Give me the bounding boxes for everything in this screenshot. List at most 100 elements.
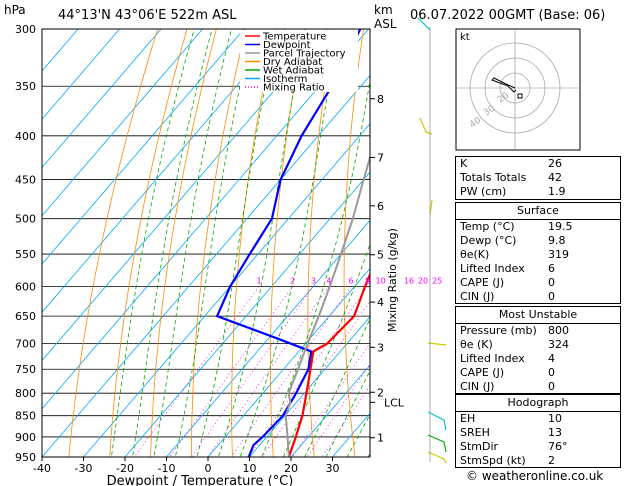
- row-value: 4: [548, 352, 555, 365]
- pressure-tick-label: 450: [15, 174, 36, 187]
- pressure-tick-label: 750: [15, 363, 36, 376]
- mixing-ratio-axis-label: Mixing Ratio (g/kg): [386, 228, 399, 332]
- wet-adiabat: [174, 29, 254, 457]
- pressure-tick-label: 600: [15, 280, 36, 293]
- surface-row: CAPE (J) 0: [456, 276, 620, 290]
- km-tick-label: 4: [377, 296, 384, 309]
- wet-adiabat: [132, 29, 213, 457]
- surface-title: Surface: [456, 203, 620, 220]
- dry-adiabat: [343, 29, 364, 457]
- wind-barb: [417, 17, 431, 31]
- hodo-row: EH 10: [456, 412, 620, 426]
- row-value: 0: [548, 366, 555, 379]
- index-label: Totals Totals: [460, 171, 527, 184]
- pressure-tick-label: 400: [15, 130, 36, 143]
- datetime-title: 06.07.2022 00GMT (Base: 06): [410, 8, 606, 23]
- wind-barb: [427, 451, 447, 464]
- hodo-row: StmSpd (kt) 2: [456, 454, 620, 468]
- dry-adiabat: [307, 29, 335, 457]
- row-label: SREH: [460, 426, 490, 439]
- mixing-ratio-value-label: 4: [326, 276, 331, 285]
- copyright: © weatheronline.co.uk: [466, 469, 604, 483]
- dry-adiabat: [413, 29, 437, 457]
- surface-row: Dewp (°C) 9.8: [456, 234, 620, 248]
- isotherm: [207, 268, 370, 457]
- row-label: StmDir: [460, 440, 499, 453]
- row-value: 0: [548, 290, 555, 303]
- surface-row: Temp (°C) 19.5: [456, 220, 620, 234]
- km-tick-label: LCL: [384, 396, 405, 409]
- row-label: Dewp (°C): [460, 234, 517, 247]
- wet-adiabat: [110, 29, 195, 457]
- mu-row: Pressure (mb) 800: [456, 324, 620, 338]
- row-value: 324: [548, 338, 569, 351]
- row-value: 9.8: [548, 234, 566, 247]
- x-tick-label: -40: [33, 462, 51, 475]
- mixing-ratio-value-label: 8: [365, 276, 370, 285]
- surface-row: θe(K) 319: [456, 248, 620, 262]
- km-tick-label: 8: [377, 93, 384, 106]
- isotherm: [290, 364, 370, 457]
- mu-row: CIN (J) 0: [456, 380, 620, 394]
- surface-row: CIN (J) 0: [456, 290, 620, 304]
- x-tick-label: 20: [284, 462, 298, 475]
- mixing-ratio-value-label: 10: [375, 276, 385, 285]
- pressure-tick-label: 650: [15, 310, 36, 323]
- km-tick-label: 2: [377, 386, 384, 399]
- wet-adiabat: [282, 242, 370, 457]
- wind-barb: [427, 411, 447, 431]
- wet-adiabat: [304, 317, 370, 457]
- x-tick-label: -30: [75, 462, 93, 475]
- index-row: K 26: [456, 157, 620, 171]
- most-unstable-panel: Most Unstable Pressure (mb) 800 θe (K) 324…: [455, 306, 621, 394]
- wet-adiabat: [346, 413, 370, 457]
- index-label: PW (cm): [460, 185, 507, 198]
- wet-adiabat: [261, 78, 370, 457]
- temperature-line: [287, 271, 370, 457]
- surface-panel: Surface Temp (°C) 19.5 Dewp (°C) 9.8 θe(K)…: [455, 202, 621, 304]
- isotherm: [166, 219, 370, 457]
- isotherm: [83, 123, 370, 457]
- row-label: EH: [460, 412, 476, 425]
- most-unstable-title: Most Unstable: [456, 307, 620, 324]
- sounding-series: [215, 29, 370, 457]
- index-label: K: [460, 157, 468, 170]
- background-lines: [42, 29, 437, 457]
- mixing-ratio-value-label: 6: [349, 276, 354, 285]
- isotherm: [42, 29, 328, 362]
- wet-adiabat: [153, 29, 232, 457]
- isotherm: [42, 29, 245, 265]
- km-tick-label: 1: [377, 432, 384, 445]
- index-value: 42: [548, 171, 562, 184]
- storm-motion-marker: [517, 93, 523, 99]
- legend-label: Parcel Trajectory: [263, 49, 346, 60]
- legend-label: Dewpoint: [263, 40, 311, 51]
- x-axis-label: Dewpoint / Temperature (°C): [107, 474, 294, 486]
- hodograph-panel: Hodograph EH 10 SREH 13 StmDir 76° StmSpd (…: [455, 394, 621, 468]
- location-title: 44°13'N 43°06'E 522m ASL: [58, 8, 237, 23]
- pressure-tick-label: 850: [15, 410, 36, 423]
- hodograph-frame: [455, 28, 581, 151]
- pressure-tick-label: 900: [15, 431, 36, 444]
- hodo-row: StmDir 76°: [456, 440, 620, 454]
- isotherm: [42, 29, 203, 217]
- mixing-ratio-value-label: 1: [257, 276, 262, 285]
- mixing-ratio-line: [261, 300, 370, 457]
- x-tick-label: -10: [158, 462, 176, 475]
- axes: 3003504004505005506006507007508008509009…: [15, 23, 442, 486]
- row-value: 6: [548, 262, 555, 275]
- dewpoint-line: [215, 29, 362, 457]
- mixing-ratio-value-label: 16: [404, 276, 414, 285]
- row-value: 800: [548, 324, 569, 337]
- pressure-tick-label: 550: [15, 248, 36, 261]
- row-label: CAPE (J): [460, 366, 505, 379]
- wet-adiabat: [325, 370, 370, 457]
- isotherm: [249, 316, 370, 457]
- isotherm: [124, 171, 370, 457]
- km-tick-label: 7: [377, 151, 384, 164]
- index-value: 26: [548, 157, 562, 170]
- mu-row: CAPE (J) 0: [456, 366, 620, 380]
- km-tick-label: 6: [377, 200, 384, 213]
- hodograph-unit-label: kt: [460, 32, 470, 43]
